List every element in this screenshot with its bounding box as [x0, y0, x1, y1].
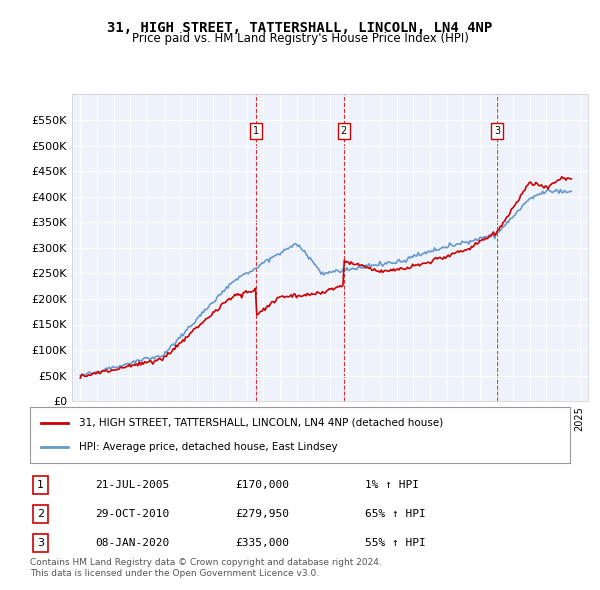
- Text: 29-OCT-2010: 29-OCT-2010: [95, 509, 169, 519]
- Text: £279,950: £279,950: [235, 509, 289, 519]
- Text: 1: 1: [253, 126, 259, 136]
- Text: Contains HM Land Registry data © Crown copyright and database right 2024.: Contains HM Land Registry data © Crown c…: [30, 558, 382, 566]
- Text: 65% ↑ HPI: 65% ↑ HPI: [365, 509, 425, 519]
- Text: Price paid vs. HM Land Registry's House Price Index (HPI): Price paid vs. HM Land Registry's House …: [131, 32, 469, 45]
- Text: 08-JAN-2020: 08-JAN-2020: [95, 538, 169, 548]
- Text: HPI: Average price, detached house, East Lindsey: HPI: Average price, detached house, East…: [79, 442, 337, 453]
- Text: 3: 3: [494, 126, 500, 136]
- Text: 1: 1: [37, 480, 44, 490]
- Text: 31, HIGH STREET, TATTERSHALL, LINCOLN, LN4 4NP (detached house): 31, HIGH STREET, TATTERSHALL, LINCOLN, L…: [79, 418, 443, 428]
- Text: £335,000: £335,000: [235, 538, 289, 548]
- Text: 1% ↑ HPI: 1% ↑ HPI: [365, 480, 419, 490]
- Text: 3: 3: [37, 538, 44, 548]
- Text: 2: 2: [341, 126, 347, 136]
- Text: 2: 2: [37, 509, 44, 519]
- Text: This data is licensed under the Open Government Licence v3.0.: This data is licensed under the Open Gov…: [30, 569, 319, 578]
- Text: 31, HIGH STREET, TATTERSHALL, LINCOLN, LN4 4NP: 31, HIGH STREET, TATTERSHALL, LINCOLN, L…: [107, 21, 493, 35]
- Text: 55% ↑ HPI: 55% ↑ HPI: [365, 538, 425, 548]
- Text: £170,000: £170,000: [235, 480, 289, 490]
- Text: 21-JUL-2005: 21-JUL-2005: [95, 480, 169, 490]
